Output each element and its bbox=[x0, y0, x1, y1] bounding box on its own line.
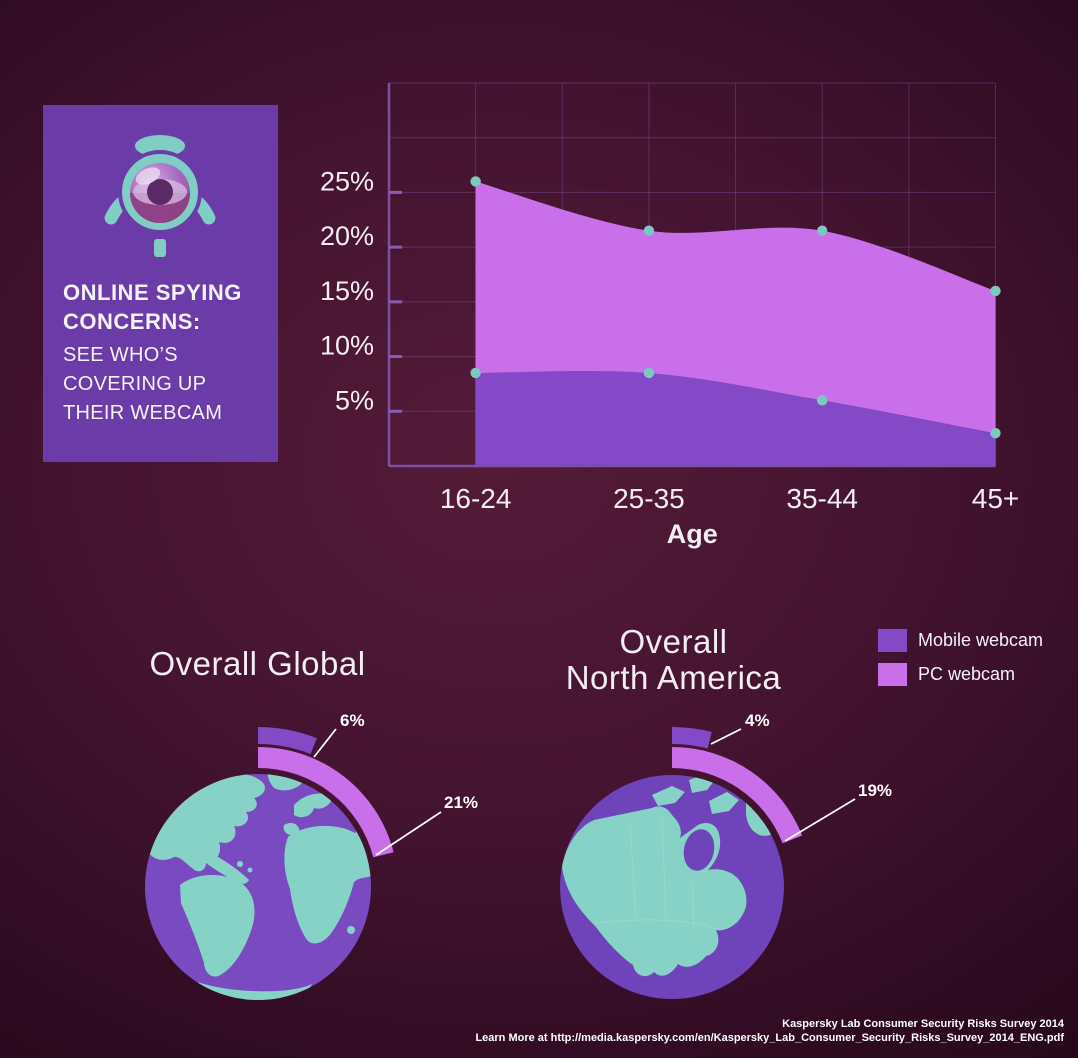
learn-more-link[interactable]: Learn More at http://media.kaspersky.com… bbox=[475, 1031, 1064, 1044]
data-point-dot bbox=[990, 427, 1001, 439]
overall-north-america-title: Overall North America bbox=[501, 624, 846, 696]
global-pc-pct-label: 21% bbox=[444, 793, 479, 812]
legend-label-mobile: Mobile webcam bbox=[918, 630, 1044, 650]
overall-global-title: Overall Global bbox=[149, 645, 366, 682]
global-mobile-pct-label: 6% bbox=[340, 711, 365, 730]
webcam-highlight bbox=[135, 167, 161, 185]
na-mobile-leader-line bbox=[710, 728, 742, 745]
card-text-block: ONLINE SPYING CONCERNS: SEE WHO’S COVERI… bbox=[63, 278, 263, 428]
y-tick-label: 5% bbox=[335, 385, 374, 415]
y-tick-label: 20% bbox=[320, 221, 374, 251]
na-pc-pct-label: 19% bbox=[858, 781, 893, 800]
pc-webcam-arc bbox=[672, 747, 803, 844]
y-tick-label: 25% bbox=[320, 166, 374, 196]
pc-webcam-arc bbox=[258, 747, 394, 858]
na-title-line-2: North America bbox=[565, 659, 782, 696]
data-point-dot bbox=[470, 367, 481, 379]
card-subtitle-line-3: THEIR WEBCAM bbox=[63, 402, 223, 424]
webcam-pupil bbox=[147, 179, 173, 205]
x-axis-title: Age bbox=[667, 519, 718, 549]
pc-webcam-swatch bbox=[878, 663, 907, 686]
data-point-dot bbox=[817, 225, 828, 236]
na-pc-leader-line bbox=[784, 798, 856, 842]
na-mobile-pct-label: 4% bbox=[745, 711, 770, 730]
webcam-stem bbox=[154, 239, 166, 257]
y-tick-label: 10% bbox=[320, 331, 374, 361]
mobile-webcam-area bbox=[475, 370, 996, 466]
global-pc-leader-line bbox=[375, 811, 442, 856]
x-category-label: 45+ bbox=[972, 483, 1020, 514]
x-category-label: 35-44 bbox=[786, 483, 858, 514]
global-globe bbox=[145, 727, 442, 1000]
data-point-dot bbox=[470, 176, 481, 187]
chart-legend: Mobile webcam PC webcam bbox=[878, 629, 1043, 697]
x-category-label: 16-24 bbox=[440, 483, 512, 514]
source-attribution: Kaspersky Lab Consumer Security Risks Su… bbox=[475, 1018, 1064, 1045]
webcam-dome bbox=[135, 135, 185, 157]
mobile-webcam-arc bbox=[672, 726, 712, 749]
na-title-line-1: Overall bbox=[619, 623, 728, 660]
legend-item-pc: PC webcam bbox=[878, 663, 1043, 686]
legend-label-pc: PC webcam bbox=[918, 664, 1016, 684]
source-line-1: Kaspersky Lab Consumer Security Risks Su… bbox=[782, 1018, 1064, 1030]
legend-item-mobile: Mobile webcam bbox=[878, 629, 1043, 652]
global-mobile-leader-line bbox=[313, 728, 337, 758]
webcam-icon bbox=[104, 135, 216, 257]
na-donut-arcs bbox=[672, 726, 803, 844]
card-subtitle-line-2: COVERING UP bbox=[63, 373, 207, 395]
data-point-dot bbox=[643, 225, 655, 236]
data-point-dot bbox=[990, 285, 1001, 297]
x-category-label: 25-35 bbox=[613, 483, 685, 514]
data-point-dot bbox=[643, 367, 655, 379]
card-subtitle-line-1: SEE WHO’S bbox=[63, 344, 178, 366]
title-card: ONLINE SPYING CONCERNS: SEE WHO’S COVERI… bbox=[43, 105, 278, 462]
card-title-line-1: ONLINE SPYING bbox=[63, 280, 242, 305]
data-point-dot bbox=[817, 395, 828, 406]
global-donut-arcs bbox=[258, 727, 394, 858]
mobile-webcam-swatch bbox=[878, 629, 907, 652]
north-america-globe bbox=[560, 726, 856, 999]
card-title-line-2: CONCERNS: bbox=[63, 309, 201, 334]
mobile-webcam-arc bbox=[258, 727, 317, 754]
y-tick-label: 15% bbox=[320, 276, 374, 306]
